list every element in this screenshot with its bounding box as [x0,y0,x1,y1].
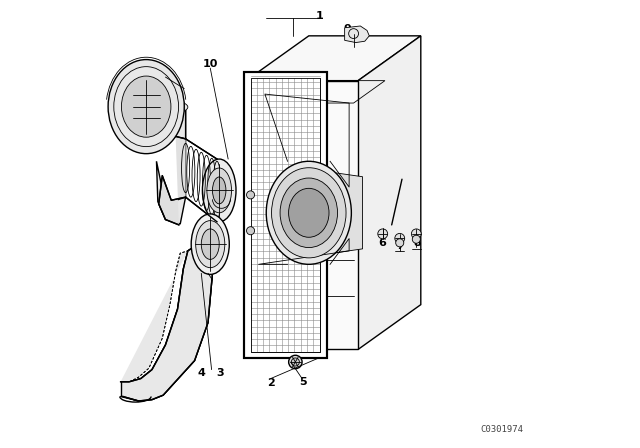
Polygon shape [121,246,212,401]
Polygon shape [154,110,186,224]
Polygon shape [159,104,186,225]
Ellipse shape [108,60,184,154]
Text: 3: 3 [217,368,225,378]
Polygon shape [121,246,212,401]
Text: 2: 2 [267,378,275,388]
Ellipse shape [289,188,329,237]
Ellipse shape [280,178,337,248]
Ellipse shape [395,233,404,243]
Polygon shape [358,36,421,349]
Ellipse shape [212,177,226,204]
Ellipse shape [396,239,404,247]
Text: 5: 5 [299,377,307,387]
Text: C0301974: C0301974 [481,425,524,434]
Ellipse shape [291,358,300,366]
Bar [251,78,320,352]
Polygon shape [186,139,217,222]
Ellipse shape [271,168,346,258]
Polygon shape [96,0,544,448]
Polygon shape [246,36,421,81]
Ellipse shape [196,221,225,268]
Text: 4: 4 [197,368,205,378]
Ellipse shape [122,76,171,137]
Ellipse shape [202,159,236,222]
Ellipse shape [161,102,188,113]
Text: 9: 9 [343,24,351,34]
Ellipse shape [191,214,229,274]
Polygon shape [345,26,369,43]
Text: 7: 7 [396,241,404,251]
Polygon shape [246,81,358,349]
Text: 10: 10 [202,59,218,69]
Polygon shape [309,169,362,257]
Polygon shape [163,110,186,139]
Ellipse shape [378,229,388,239]
Text: 11: 11 [156,68,171,78]
Polygon shape [244,72,327,358]
Ellipse shape [201,229,219,259]
Ellipse shape [412,229,421,239]
Text: 6: 6 [378,238,386,248]
Text: 1: 1 [316,11,324,21]
Text: 12: 12 [139,68,154,78]
Ellipse shape [207,168,232,213]
Ellipse shape [246,191,255,199]
Text: 8: 8 [414,238,422,248]
Ellipse shape [246,227,255,235]
Polygon shape [164,102,184,111]
Ellipse shape [289,355,302,369]
Ellipse shape [412,235,420,243]
Ellipse shape [266,161,351,264]
